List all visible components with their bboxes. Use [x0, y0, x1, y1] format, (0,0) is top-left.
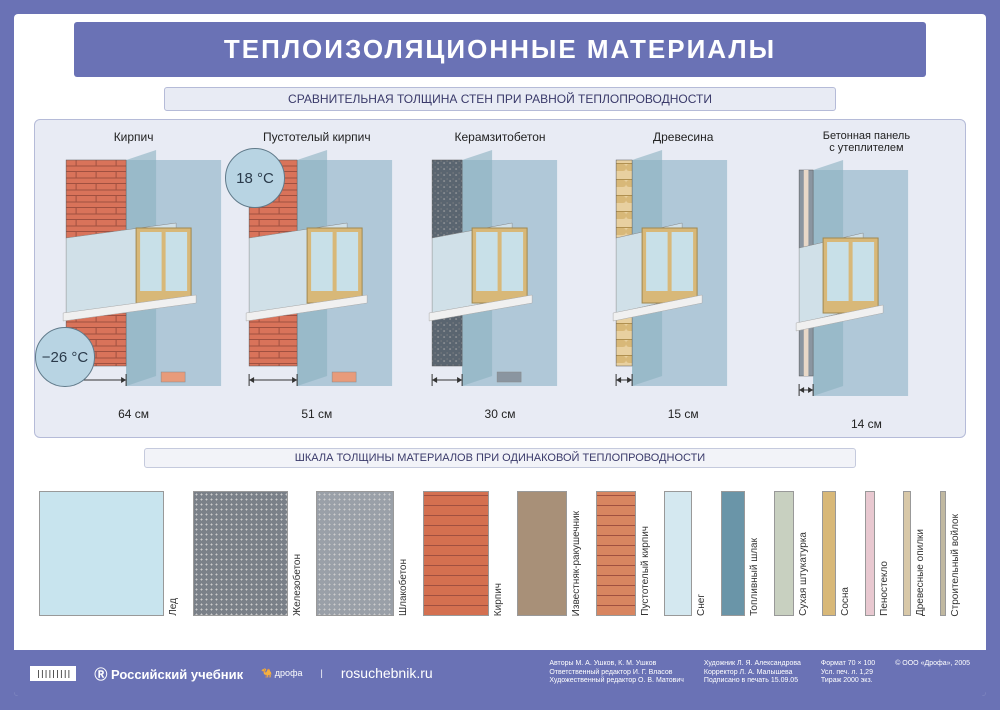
- scale-swatch: [193, 491, 288, 616]
- scale-item: Известняк-ракушечник: [517, 491, 582, 616]
- drofa-icon: 🐪 дрофа: [261, 668, 302, 679]
- walls-panel: 18 °C −26 °C Кирпич 64 см Пустотелый кирп…: [34, 119, 966, 438]
- wall-label: Пустотелый кирпич: [263, 130, 371, 144]
- walls-subtitle: СРАВНИТЕЛЬНАЯ ТОЛЩИНА СТЕН ПРИ РАВНОЙ ТЕ…: [164, 87, 836, 111]
- wall-thickness: 14 см: [851, 417, 882, 431]
- scale-item: Древесные опилки: [903, 491, 926, 616]
- wall-label: Кирпич: [114, 130, 154, 144]
- scale-item: Пустотелый кирпич: [596, 491, 651, 616]
- scale-label: Сосна: [840, 587, 851, 616]
- scale-label: Известняк-ракушечник: [571, 511, 582, 616]
- scale-swatch: [822, 491, 836, 616]
- scale-swatch: [865, 491, 875, 616]
- wall-label: Древесина: [653, 130, 713, 144]
- scale-label: Пустотелый кирпич: [640, 526, 651, 616]
- wall-thickness: 30 см: [485, 407, 516, 421]
- scale-swatch: [940, 491, 946, 616]
- main-title: ТЕПЛОИЗОЛЯЦИОННЫЕ МАТЕРИАЛЫ: [74, 22, 926, 77]
- wall-thickness: 64 см: [118, 407, 149, 421]
- wall-label: Керамзитобетон: [454, 130, 545, 144]
- wall-column: Бетонная панель с утеплителем 14 см: [778, 130, 955, 431]
- credits-col-4: © ООО «Дрофа», 2005: [895, 660, 970, 685]
- scale-label: Шлакобетон: [398, 559, 409, 616]
- barcode-icon: |||||||||: [30, 666, 76, 681]
- credits-col-2: Художник Л. Я. Александрова Корректор Л.…: [704, 660, 801, 685]
- temp-inside-badge: 18 °C: [225, 148, 285, 208]
- scale-item: Пеностекло: [865, 491, 890, 616]
- site-url: rosuchebnik.ru: [341, 665, 433, 681]
- scale-subtitle: ШКАЛА ТОЛЩИНЫ МАТЕРИАЛОВ ПРИ ОДИНАКОВОЙ …: [144, 448, 856, 468]
- scale-label: Сухая штукатурка: [798, 532, 809, 616]
- scale-swatch: [903, 491, 911, 616]
- wall-svg: [411, 148, 588, 398]
- scale-swatch: [517, 491, 567, 616]
- scale-label: Древесные опилки: [915, 529, 926, 616]
- poster: ТЕПЛОИЗОЛЯЦИОННЫЕ МАТЕРИАЛЫ СРАВНИТЕЛЬНА…: [14, 14, 986, 696]
- temp-outside-badge: −26 °C: [35, 327, 95, 387]
- wall-thickness: 15 см: [668, 407, 699, 421]
- scale-label: Пеностекло: [879, 561, 890, 616]
- scale-section: ШКАЛА ТОЛЩИНЫ МАТЕРИАЛОВ ПРИ ОДИНАКОВОЙ …: [14, 448, 986, 626]
- scale-label: Топливный шлак: [749, 538, 760, 616]
- scale-swatch: [423, 491, 489, 616]
- wall-column: Керамзитобетон 30 см: [411, 130, 588, 431]
- scale-swatch: [774, 491, 794, 616]
- credits: Авторы М. А. Ушков, К. М. Ушков Ответств…: [549, 660, 970, 685]
- scale-swatch: [721, 491, 745, 616]
- scale-label: Лед: [168, 598, 179, 616]
- scale-swatch: [596, 491, 636, 616]
- divider: |: [320, 668, 322, 678]
- scale-item: Строительный войлок: [940, 491, 961, 616]
- wall-svg: [778, 158, 955, 408]
- scale-swatch: [664, 491, 692, 616]
- scale-row: Лед Железобетон Шлакобетон Кирпич Известняк-…: [34, 476, 966, 616]
- scale-swatch: [39, 491, 164, 616]
- wall-svg: [595, 148, 772, 398]
- scale-item: Шлакобетон: [316, 491, 409, 616]
- scale-item: Топливный шлак: [721, 491, 760, 616]
- scale-label: Кирпич: [493, 583, 504, 616]
- scale-label: Строительный войлок: [950, 514, 961, 617]
- walls-section: СРАВНИТЕЛЬНАЯ ТОЛЩИНА СТЕН ПРИ РАВНОЙ ТЕ…: [14, 77, 986, 448]
- scale-item: Кирпич: [423, 491, 504, 616]
- scale-label: Снег: [696, 594, 707, 616]
- scale-item: Снег: [664, 491, 707, 616]
- publisher-logo: Ⓡ Российский учебник: [94, 664, 243, 683]
- credits-col-1: Авторы М. А. Ушков, К. М. Ушков Ответств…: [549, 660, 684, 685]
- scale-item: Сосна: [822, 491, 851, 616]
- credits-col-3: Формат 70 × 100 Усл. печ. л. 1,29 Тираж …: [821, 660, 875, 685]
- wall-label: Бетонная панель с утеплителем: [823, 130, 910, 154]
- wall-thickness: 51 см: [301, 407, 332, 421]
- scale-swatch: [316, 491, 394, 616]
- footer: ||||||||| Ⓡ Российский учебник 🐪 дрофа |…: [14, 650, 986, 696]
- wall-column: Древесина 15 см: [595, 130, 772, 431]
- scale-item: Лед: [39, 491, 179, 616]
- scale-item: Железобетон: [193, 491, 303, 616]
- scale-item: Сухая штукатурка: [774, 491, 809, 616]
- scale-label: Железобетон: [292, 554, 303, 616]
